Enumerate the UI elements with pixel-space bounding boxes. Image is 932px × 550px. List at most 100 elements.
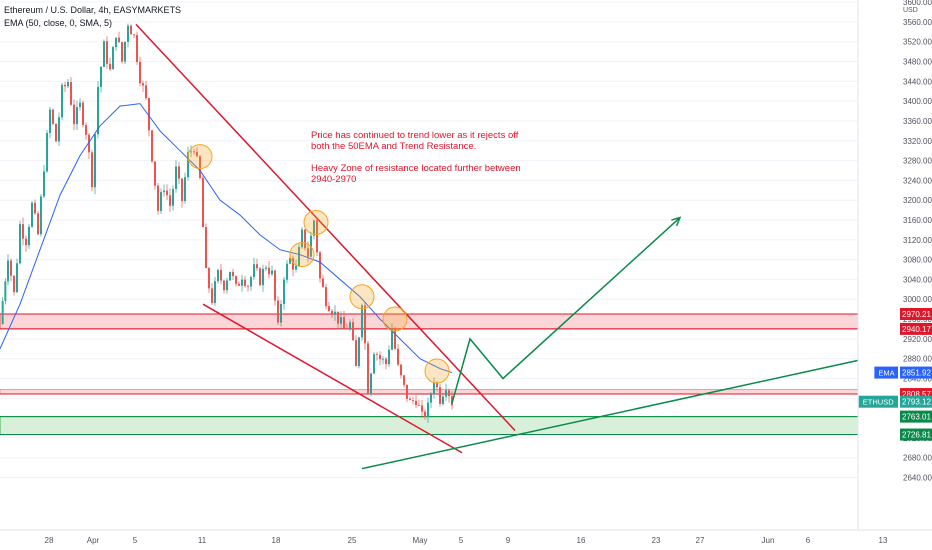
- candle-body: [325, 287, 327, 307]
- candle-body: [382, 358, 384, 360]
- x-tick-label: May: [412, 536, 427, 545]
- candle-body: [94, 134, 96, 188]
- candle-body: [169, 195, 171, 206]
- candle-body: [331, 311, 333, 315]
- candle-body: [439, 387, 441, 404]
- candle-body: [364, 305, 366, 344]
- candle-body: [43, 171, 45, 197]
- candle-body: [166, 190, 168, 196]
- candle-body: [235, 276, 237, 284]
- candle-body: [394, 329, 396, 349]
- candle-body: [313, 220, 315, 236]
- candle-body: [55, 123, 57, 142]
- candle-body: [130, 25, 132, 35]
- series-tag-label: EMA: [878, 369, 894, 378]
- candle-body: [379, 354, 381, 360]
- candle-body: [58, 117, 60, 142]
- candle-body: [97, 86, 99, 135]
- candle-body: [73, 104, 75, 125]
- currency-label: USD: [903, 7, 918, 14]
- candle-body: [268, 267, 270, 275]
- y-tick-label: 2880.00: [903, 355, 932, 364]
- price-tag: [900, 322, 932, 335]
- x-tick-label: Apr: [87, 536, 100, 545]
- candle-body: [70, 82, 72, 105]
- candle-body: [232, 271, 234, 277]
- zone-support: [0, 416, 859, 436]
- candle-body: [139, 62, 141, 84]
- candle-body: [142, 83, 144, 86]
- candle-body: [244, 279, 246, 286]
- candle-body: [424, 411, 426, 417]
- candle-body: [403, 375, 405, 385]
- candle-body: [253, 264, 255, 278]
- candle-body: [118, 37, 120, 43]
- candle-body: [361, 305, 363, 338]
- x-tick-label: 13: [879, 536, 888, 545]
- candle-body: [241, 279, 243, 286]
- candle-body: [349, 322, 351, 330]
- candle-body: [337, 311, 339, 324]
- candle-body: [196, 151, 198, 157]
- chart-title: Ethereum / U.S. Dollar, 4h, EASYMARKETS: [4, 5, 182, 15]
- rejection-marker: [349, 284, 375, 310]
- candle-body: [175, 166, 177, 189]
- x-tick-label: 16: [577, 536, 586, 545]
- y-tick-label: 3320.00: [903, 137, 932, 146]
- trendline-trend-resistance: [135, 23, 516, 431]
- candle-body: [31, 202, 33, 227]
- candle-body: [172, 188, 174, 206]
- x-tick-label: 5: [133, 536, 138, 545]
- candle-body: [295, 266, 297, 270]
- x-tick-label: 27: [696, 536, 705, 545]
- candle-body: [340, 317, 342, 324]
- zone-resistance: [0, 313, 859, 330]
- candle-body: [256, 264, 258, 269]
- candle-body: [154, 161, 156, 186]
- candle-body: [40, 196, 42, 235]
- candle-body: [391, 329, 393, 350]
- candle-body: [22, 224, 24, 239]
- candle-body: [322, 278, 324, 288]
- candle-body: [106, 41, 108, 64]
- candle-body: [199, 156, 201, 178]
- candle-body: [145, 85, 147, 99]
- candle-body: [211, 288, 213, 303]
- ema-indicator-label[interactable]: EMA (50, close, 0, SMA, 5): [4, 18, 113, 28]
- candle-body: [397, 348, 399, 365]
- candle-body: [229, 271, 231, 281]
- candle-body: [274, 270, 276, 301]
- y-tick-label: 3200.00: [903, 196, 932, 205]
- candle-body: [430, 394, 432, 403]
- candle-body: [427, 402, 429, 417]
- candle-body: [1, 301, 4, 325]
- x-tick-label: 6: [806, 536, 811, 545]
- candle-body: [433, 383, 435, 395]
- y-tick-label: 3280.00: [903, 157, 932, 166]
- y-tick-label: 2640.00: [903, 474, 932, 483]
- candle-body: [127, 25, 129, 42]
- candle-body: [406, 384, 408, 399]
- candle-body: [415, 400, 417, 405]
- candle-body: [238, 283, 240, 286]
- candle-body: [319, 252, 321, 279]
- candle-body: [208, 268, 210, 289]
- candle-body: [25, 238, 27, 246]
- candle-body: [202, 177, 204, 228]
- price-tag-label: 2940.17: [902, 325, 931, 334]
- candle-body: [136, 35, 138, 63]
- projection-path: [451, 216, 681, 404]
- y-tick-label: 2840.00: [903, 374, 932, 383]
- candle-body: [301, 229, 303, 248]
- candle-body: [148, 98, 150, 131]
- candle-body: [259, 268, 261, 286]
- y-tick-label: 2920.00: [903, 335, 932, 344]
- candle-body: [217, 269, 219, 282]
- price-tag: [900, 410, 932, 423]
- candle-body: [271, 270, 273, 275]
- y-tick-label: 3400.00: [903, 97, 932, 106]
- rejection-marker: [187, 144, 213, 170]
- x-tick-label: 11: [198, 536, 207, 545]
- candle-body: [292, 258, 294, 270]
